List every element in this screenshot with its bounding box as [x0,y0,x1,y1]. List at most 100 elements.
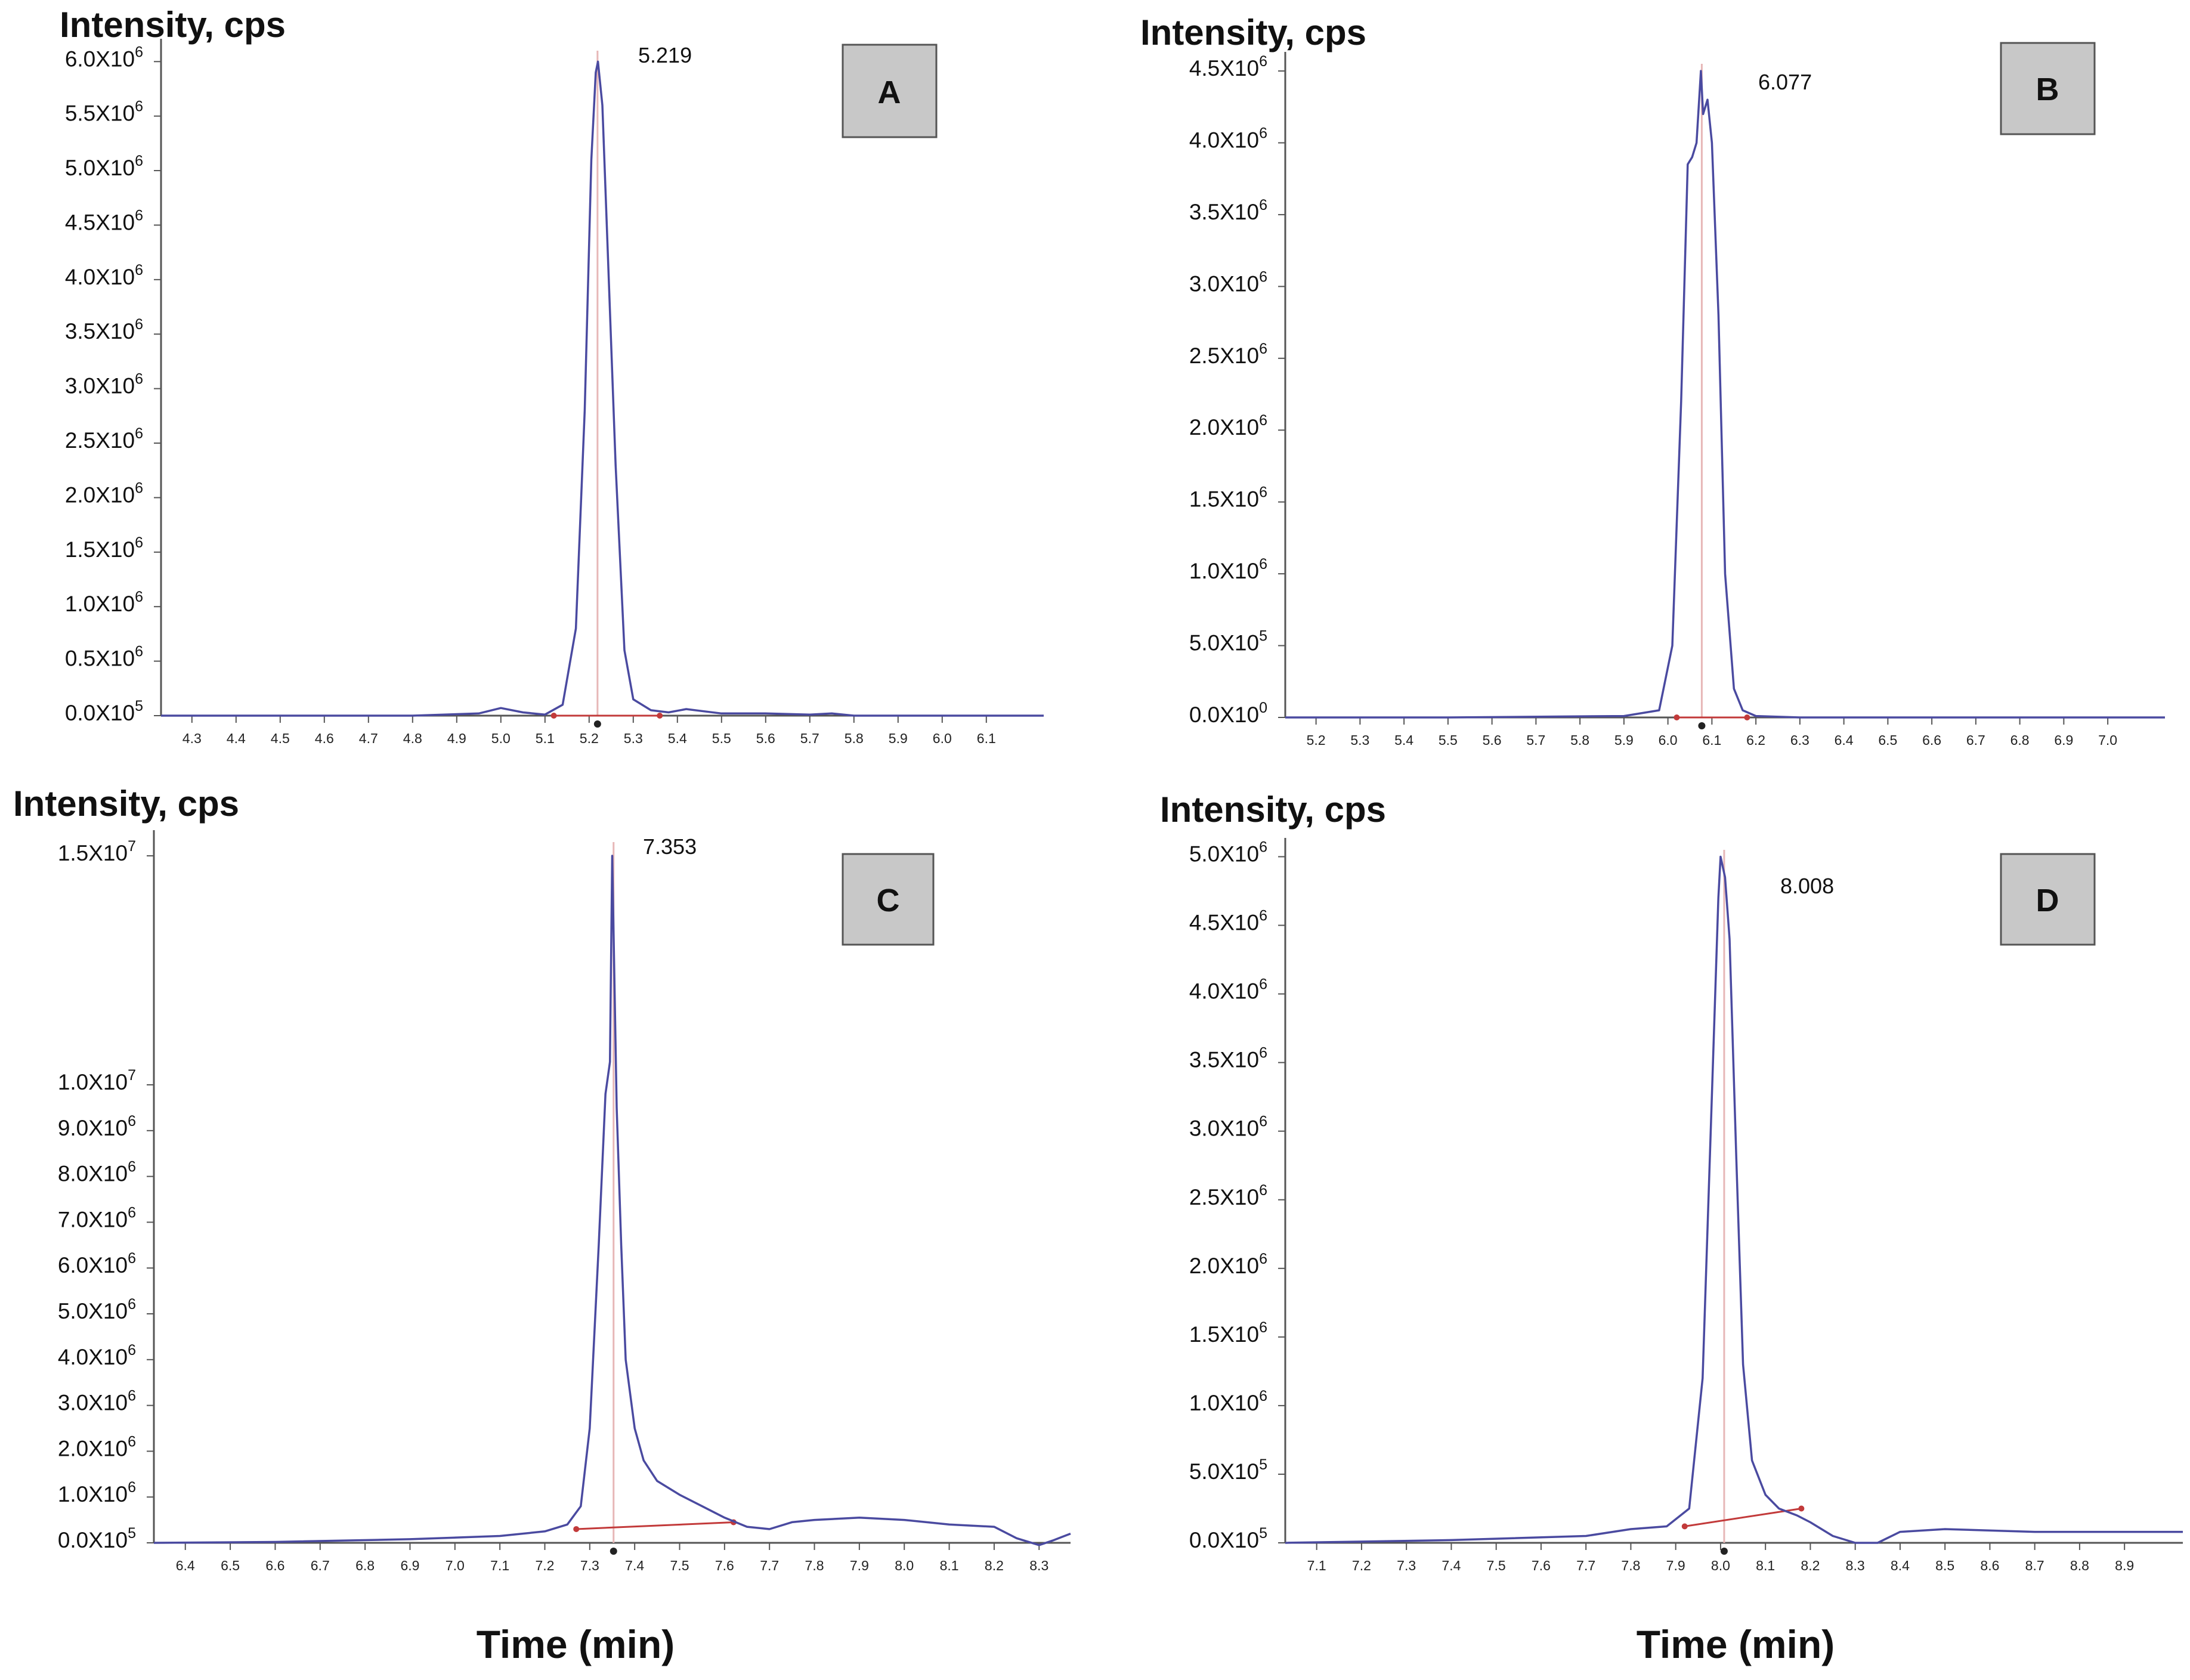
panel-d-y-tick-label: 4.5X106 [1189,908,1267,935]
panel-b-x-tick-label: 6.2 [1746,732,1765,748]
panel-d-y-tick-label: 2.5X106 [1189,1182,1267,1209]
panel-d-x-tick-label: 8.7 [2025,1558,2044,1573]
panel-c-y-tick-label: 2.0X106 [58,1433,136,1461]
panel-a-x-tick-label: 5.9 [889,731,908,746]
panel-d-x-tick-label: 7.2 [1352,1558,1371,1573]
panel-a-x-tick-label: 6.0 [933,731,952,746]
panel-b-x-tick-label: 7.0 [2098,732,2117,748]
panel-d-x-tick-label: 7.8 [1621,1558,1640,1573]
panel-a-peak-label: 5.219 [638,43,692,67]
panel-b-x-tick-label: 5.9 [1614,732,1634,748]
panel-b: Intensity, cps 6.077 B 5.2 5.3 5.4 5.5 5.6 5.… [1140,13,2165,748]
panel-b-x-tick-label: 6.6 [1922,732,1941,748]
panel-d-badge [2000,853,2096,946]
panel-c-x-tick-label: 6.8 [355,1558,375,1573]
panel-a-y-tick-label: 0.0X105 [65,698,143,725]
panel-d-y-tick-label: 3.5X106 [1189,1045,1267,1072]
panel-c-y-tick-label: 6.0X106 [58,1250,136,1277]
panel-b-y-tick-label: 2.0X106 [1189,412,1267,440]
panel-c-baseline-start-point [573,1526,580,1532]
panel-a-y-tick-label: 3.5X106 [65,316,143,344]
x-axis-title-right: Time (min) [1637,1622,1835,1666]
panel-a-y-tick-label: 6.0X106 [65,44,143,71]
panel-d-integration-baseline [1684,1507,1802,1527]
panel-c-x-tick-label: 7.8 [805,1558,824,1573]
panel-b-apex-axis-marker [1698,722,1706,729]
panel-b-y-tick-label: 4.0X106 [1189,125,1267,152]
panel-c-x-tick-label: 7.1 [490,1558,509,1573]
panel-b-y-tick-label: 1.5X106 [1189,484,1267,512]
panel-a-x-tick-label: 4.5 [271,731,290,746]
panel-b-x-tick-label: 6.8 [2010,732,2030,748]
panel-a-baseline-start-point [550,713,557,719]
panel-c-x-tick-label: 7.5 [670,1558,689,1573]
panel-d-chromatogram-trace [1285,855,2183,1544]
panel-d-x-tick-label: 7.4 [1442,1558,1461,1573]
panel-a-x-tick-label: 4.9 [447,731,466,746]
panel-c-ylabel: Intensity, cps [13,784,239,824]
panel-d-y-tick-label: 2.0X106 [1189,1251,1267,1278]
panel-b-y-tick-label: 3.5X106 [1189,197,1267,224]
panel-d-y-tick-label: 1.0X106 [1189,1388,1267,1415]
panel-a-x-tick-label: 6.1 [977,731,996,746]
panel-d-x-tick-label: 7.1 [1307,1558,1326,1573]
panel-c-x-tick-label: 6.9 [400,1558,419,1573]
panel-c-y-tick-label: 1.5X107 [58,838,136,865]
panel-b-x-tick-label: 5.6 [1483,732,1502,748]
panel-b-y-tick-label: 0.0X100 [1189,700,1267,727]
panel-d-y-tick-label: 0.0X105 [1189,1525,1267,1552]
panel-b-x-tick-label: 5.5 [1439,732,1458,748]
panel-c-y-tick-label: 8.0X106 [58,1159,136,1186]
panel-b-y-tick-label: 1.0X106 [1189,556,1267,583]
panel-a-x-tick-label: 5.2 [580,731,599,746]
panel-a: Intensity, cps 5.219 A 4.3 4.4 4.5 4.6 4.7 4.… [60,5,1044,746]
x-axis-title-left: Time (min) [477,1622,675,1666]
panel-c-y-tick-label: 1.0X106 [58,1479,136,1506]
panel-a-x-tick-label: 5.8 [845,731,864,746]
panel-d: Intensity, cps 8.008 D 7.1 7.2 7.3 7.4 7.5 7.… [1160,790,2183,1573]
panel-b-y-tick-label: 2.5X106 [1189,341,1267,368]
panel-c-integration-baseline [576,1521,734,1530]
panel-b-x-tick-label: 5.3 [1350,732,1369,748]
panel-c-x-tick-label: 7.0 [446,1558,465,1573]
panel-a-y-tick-label: 5.0X106 [65,153,143,180]
panel-a-y-tick-label: 4.0X106 [65,262,143,289]
panel-a-x-tick-label: 5.7 [800,731,819,746]
panel-c-x-tick-label: 8.2 [985,1558,1004,1573]
panel-d-x-tick-label: 8.1 [1756,1558,1775,1573]
panel-b-peak-label: 6.077 [1758,70,1812,94]
panel-b-y-tick-label: 3.0X106 [1189,268,1267,296]
panel-b-x-tick-label: 5.8 [1570,732,1589,748]
panel-a-y-tick-label: 1.0X106 [65,589,143,616]
panel-c-x-tick-label: 8.0 [895,1558,914,1573]
panel-d-x-tick-label: 8.0 [1711,1558,1730,1573]
panel-b-plot: 5.2 5.3 5.4 5.5 5.6 5.7 5.8 5.9 6.0 6.1 6.2 6.3 6.4 6… [1189,52,2165,748]
panel-a-letter: A [878,75,901,110]
panel-a-y-tick-label: 3.0X106 [65,371,143,398]
panel-c-x-tick-label: 7.2 [535,1558,554,1573]
panel-b-x-tick-label: 5.7 [1526,732,1545,748]
panel-c-chromatogram-trace [153,855,1071,1546]
panel-d-x-tick-label: 8.4 [1891,1558,1910,1573]
panel-c-x-tick-label: 7.3 [580,1558,599,1573]
panel-d-x-tick-label: 8.8 [2070,1558,2089,1573]
panel-d-y-tick-label: 5.0X105 [1189,1456,1267,1484]
panel-d-y-tick-label: 4.0X106 [1189,976,1267,1004]
panel-b-x-tick-label: 6.5 [1878,732,1897,748]
panel-b-ylabel: Intensity, cps [1140,13,1366,52]
panel-a-x-tick-label: 5.1 [536,731,555,746]
panel-c-apex-axis-marker [610,1548,617,1555]
panel-d-y-tick-label: 5.0X106 [1189,839,1267,867]
panel-b-x-tick-label: 5.4 [1394,732,1413,748]
panel-b-x-tick-label: 6.3 [1790,732,1809,748]
panel-a-x-tick-label: 4.8 [403,731,422,746]
panel-b-x-tick-label: 6.0 [1659,732,1678,748]
panel-c-y-tick-label: 7.0X106 [58,1204,136,1232]
panel-c-y-tick-label: 5.0X106 [58,1296,136,1323]
panel-a-badge [842,44,938,138]
panel-d-baseline-start-point [1681,1523,1688,1530]
panel-c-x-tick-label: 7.9 [850,1558,869,1573]
panel-d-y-tick-label: 3.0X106 [1189,1113,1267,1141]
panel-b-y-tick-label: 5.0X105 [1189,628,1267,655]
